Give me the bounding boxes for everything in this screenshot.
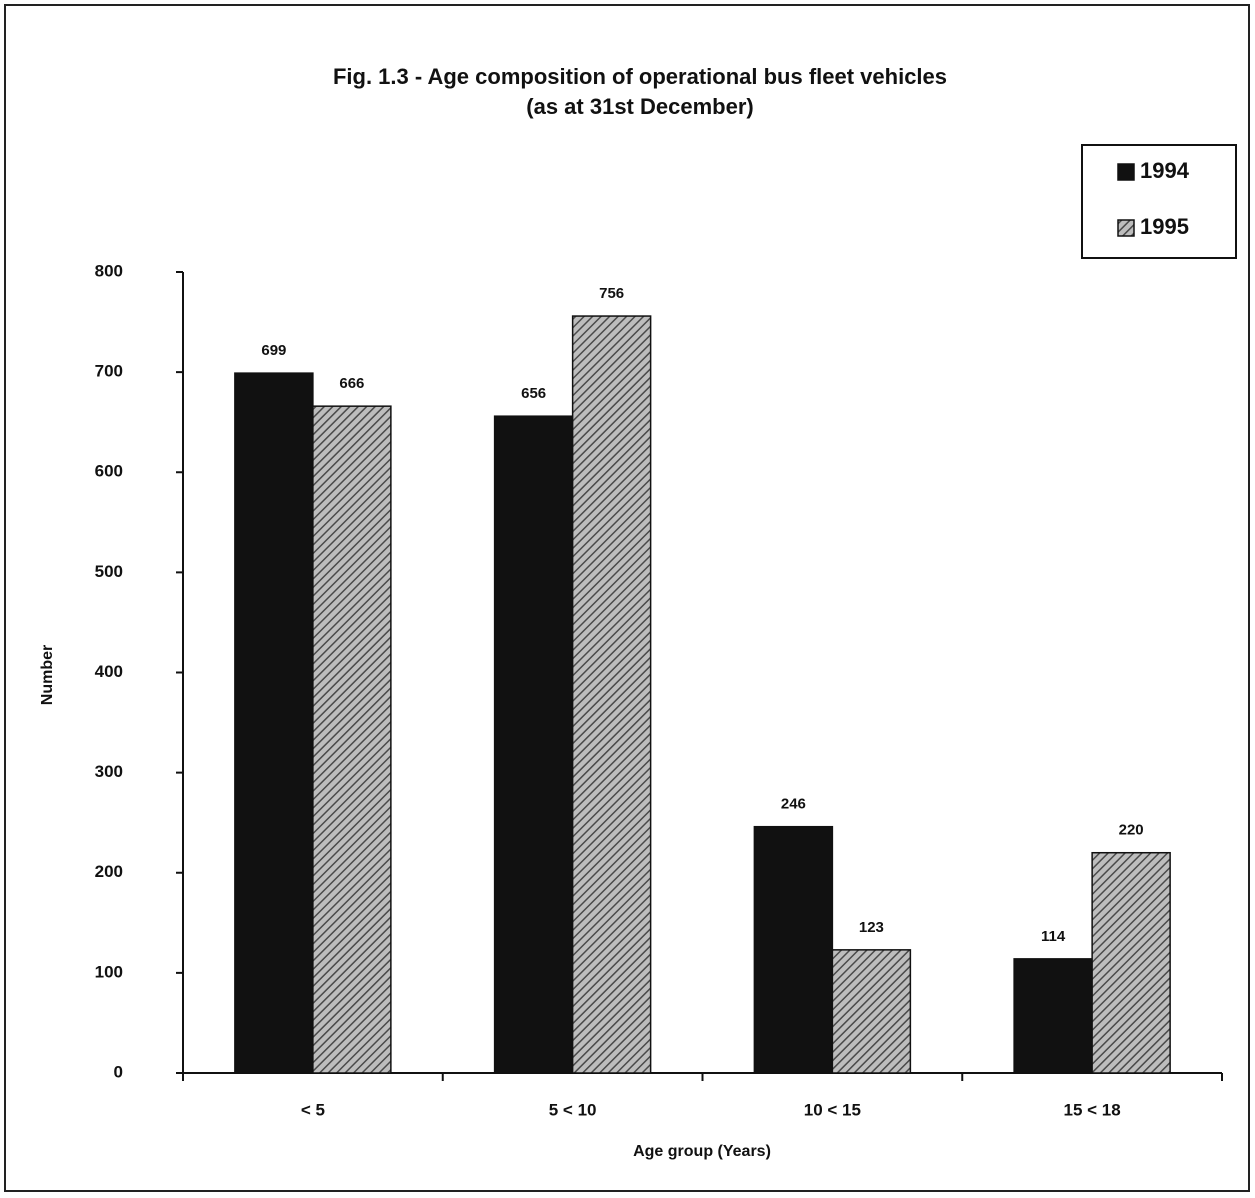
data-label: 666 <box>339 375 364 392</box>
y-tick-label: 100 <box>95 962 123 981</box>
bar <box>571 315 652 1074</box>
y-axis-label: Number <box>39 645 56 705</box>
data-label: 114 <box>1041 928 1066 945</box>
bar <box>831 949 912 1074</box>
y-tick-label: 600 <box>95 462 123 481</box>
y-tick-label: 400 <box>95 662 123 681</box>
y-tick-label: 800 <box>95 261 123 280</box>
x-axis-label: Age group (Years) <box>633 1143 771 1160</box>
bar <box>753 825 834 1074</box>
data-label: 699 <box>261 342 286 359</box>
data-label: 123 <box>859 919 884 936</box>
legend-label: 1995 <box>1140 214 1189 239</box>
x-tick-label: 10 < 15 <box>804 1100 861 1119</box>
x-tick-label: 15 < 18 <box>1064 1100 1121 1119</box>
y-tick-label: 300 <box>95 762 123 781</box>
legend-box <box>1081 144 1237 259</box>
chart-subtitle: (as at 31st December) <box>526 94 753 119</box>
frame <box>4 4 1250 1192</box>
data-label: 756 <box>599 285 624 302</box>
x-tick-label: 5 < 10 <box>549 1100 597 1119</box>
bar <box>1091 851 1171 1074</box>
y-tick-label: 200 <box>95 862 123 881</box>
bar <box>493 415 574 1074</box>
bar <box>312 405 392 1074</box>
x-tick-label: < 5 <box>301 1100 325 1119</box>
chart-title: Fig. 1.3 - Age composition of operationa… <box>333 64 947 89</box>
data-label: 656 <box>521 385 546 402</box>
legend-swatch <box>1117 163 1135 181</box>
bar <box>1013 958 1093 1074</box>
y-tick-label: 500 <box>95 562 123 581</box>
legend-swatch <box>1117 219 1135 237</box>
data-label: 220 <box>1119 822 1144 839</box>
data-label: 246 <box>781 796 806 813</box>
y-tick-label: 700 <box>95 362 123 381</box>
y-tick-label: 0 <box>114 1062 123 1081</box>
bar <box>234 372 314 1074</box>
legend-label: 1994 <box>1140 158 1190 183</box>
